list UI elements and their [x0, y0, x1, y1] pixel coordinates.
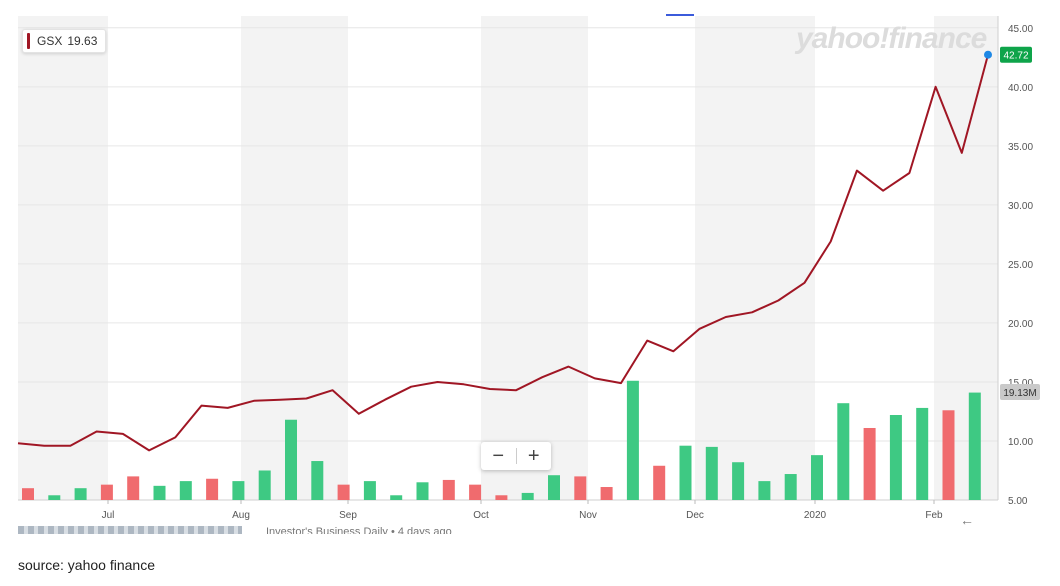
- last-price-dot: [984, 50, 992, 59]
- yahoo-finance-watermark: yahoo!finance: [796, 22, 987, 55]
- y-tick-label: 10.00: [1008, 437, 1033, 448]
- month-band: [18, 16, 108, 500]
- volume-bar: [916, 407, 929, 500]
- last-price-badge: [1000, 46, 1032, 63]
- volume-bar: [22, 488, 34, 500]
- y-tick-label: 40.00: [1008, 83, 1033, 94]
- y-tick-label: 45.00: [1008, 24, 1033, 35]
- x-tick-label: Sep: [339, 510, 357, 521]
- volume-bar: [206, 478, 219, 500]
- month-band: [695, 16, 815, 500]
- volume-bar: [363, 481, 376, 500]
- volume-bar: [521, 492, 534, 500]
- volume-bar: [626, 380, 639, 500]
- stock-chart: 5.00 10.00 15.00 20.00 25.00 30.00 35.00 40.00 4…: [17, 14, 1040, 534]
- source-caption: source: yahoo finance: [18, 557, 155, 573]
- zoom-divider: [515, 448, 517, 464]
- chart-canvas: 5.00 10.00 15.00 20.00 25.00 30.00 35.00 40.00 4…: [17, 16, 1040, 521]
- y-tick-label: 25.00: [1008, 260, 1033, 271]
- month-band: [481, 16, 588, 500]
- price-line: [17, 54, 989, 452]
- volume-bar: [574, 476, 587, 500]
- volume-bar: [469, 484, 482, 500]
- volume-bar: [942, 410, 955, 500]
- zoom-control: − +: [481, 442, 551, 470]
- back-arrow-icon[interactable]: ←: [960, 512, 974, 528]
- zoom-in-button[interactable]: +: [527, 445, 540, 467]
- volume-bar: [679, 445, 692, 500]
- x-tick-label: Dec: [686, 510, 704, 521]
- volume-bar: [600, 487, 613, 500]
- volume-bar: [705, 446, 718, 500]
- y-tick-label: 5.00: [1008, 496, 1028, 507]
- volume-bar: [495, 495, 508, 500]
- zoom-out-button[interactable]: −: [492, 445, 505, 467]
- volume-bar: [863, 427, 876, 500]
- volume-bar: [232, 481, 245, 500]
- volume-bar: [179, 481, 192, 500]
- volume-bar: [416, 482, 429, 500]
- volume-bar: [889, 415, 902, 500]
- volume-bar: [337, 484, 350, 500]
- last-price-label: 42.72: [1003, 51, 1028, 62]
- volume-bar: [837, 403, 850, 500]
- news-caption[interactable]: Investor's Business Daily • 4 days ago: [266, 526, 452, 534]
- volume-badge: [1000, 384, 1040, 400]
- volume-bar: [74, 488, 87, 500]
- x-tick-label: Nov: [579, 510, 597, 521]
- volume-bar: [653, 465, 666, 500]
- volume-bar: [784, 474, 797, 500]
- y-tick-label: 15.00: [1008, 378, 1033, 389]
- volume-bar: [311, 461, 324, 500]
- volume-label: 19.13M: [1003, 388, 1036, 399]
- y-tick-label: 20.00: [1008, 319, 1033, 330]
- x-tick-label: Oct: [473, 510, 489, 521]
- ticker-symbol: GSX: [37, 34, 63, 48]
- x-tick-label: Jul: [102, 510, 115, 521]
- month-band: [241, 16, 348, 500]
- y-tick-label: 35.00: [1008, 142, 1033, 153]
- volume-bar: [732, 462, 745, 500]
- volume-bar: [48, 495, 61, 500]
- volume-bar: [548, 475, 560, 500]
- top-indicator: [666, 14, 694, 16]
- volume-bar: [758, 481, 771, 500]
- volume-bar: [811, 455, 823, 500]
- volume-bar: [285, 419, 297, 500]
- ticker-badge[interactable]: GSX 19.63: [22, 29, 107, 53]
- volume-bar: [442, 479, 455, 500]
- volume-bar: [127, 476, 140, 500]
- volume-bar: [100, 484, 113, 500]
- x-tick-label: Feb: [925, 510, 943, 521]
- x-tick-label: 2020: [804, 510, 827, 521]
- volume-bar: [968, 392, 981, 500]
- news-thumbnail[interactable]: [18, 526, 242, 534]
- ticker-value: 19.63: [67, 34, 98, 48]
- volume-bar: [258, 470, 271, 500]
- volume-bar: [153, 485, 166, 500]
- y-tick-label: 30.00: [1008, 201, 1033, 212]
- volume-bar: [390, 495, 403, 500]
- x-tick-label: Aug: [232, 510, 250, 521]
